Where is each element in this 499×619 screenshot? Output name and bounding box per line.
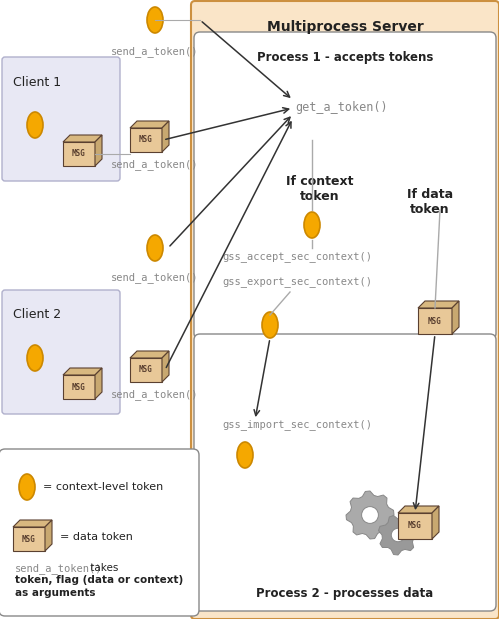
Polygon shape — [398, 506, 439, 513]
Text: Multiprocess Server: Multiprocess Server — [266, 20, 423, 34]
Polygon shape — [162, 351, 169, 382]
Polygon shape — [130, 121, 169, 128]
Ellipse shape — [262, 312, 278, 338]
Text: gss_export_sec_context(): gss_export_sec_context() — [222, 277, 372, 287]
Ellipse shape — [304, 212, 320, 238]
Text: Process 2 - processes data: Process 2 - processes data — [256, 586, 434, 599]
Polygon shape — [63, 135, 102, 142]
FancyBboxPatch shape — [13, 527, 45, 551]
Ellipse shape — [237, 442, 253, 468]
FancyBboxPatch shape — [191, 1, 499, 619]
Polygon shape — [13, 520, 52, 527]
Polygon shape — [452, 301, 459, 334]
FancyBboxPatch shape — [398, 513, 432, 539]
Text: = data token: = data token — [60, 532, 133, 542]
Ellipse shape — [19, 474, 35, 500]
FancyBboxPatch shape — [194, 32, 496, 339]
Text: MSG: MSG — [72, 150, 86, 158]
Ellipse shape — [147, 7, 163, 33]
Text: MSG: MSG — [72, 383, 86, 391]
Text: send_a_token(): send_a_token() — [15, 563, 102, 574]
Ellipse shape — [147, 235, 163, 261]
FancyBboxPatch shape — [418, 308, 452, 334]
Text: MSG: MSG — [139, 136, 153, 144]
Text: send_a_token(): send_a_token() — [111, 46, 199, 58]
Polygon shape — [162, 121, 169, 152]
FancyBboxPatch shape — [130, 128, 162, 152]
Text: Client 1: Client 1 — [13, 76, 61, 89]
Circle shape — [391, 528, 405, 542]
Text: send_a_token(): send_a_token() — [111, 160, 199, 170]
Text: token, flag (data or context): token, flag (data or context) — [15, 575, 183, 585]
FancyBboxPatch shape — [0, 449, 199, 616]
Text: gss_accept_sec_context(): gss_accept_sec_context() — [222, 251, 372, 262]
Circle shape — [362, 506, 378, 524]
FancyBboxPatch shape — [63, 142, 95, 166]
Text: gss_import_sec_context(): gss_import_sec_context() — [222, 420, 372, 430]
FancyBboxPatch shape — [194, 334, 496, 611]
Polygon shape — [95, 368, 102, 399]
Text: MSG: MSG — [428, 316, 442, 326]
Polygon shape — [130, 351, 169, 358]
Ellipse shape — [27, 345, 43, 371]
Text: Process 1 - accepts tokens: Process 1 - accepts tokens — [257, 51, 433, 64]
Text: send_a_token(): send_a_token() — [111, 389, 199, 400]
Polygon shape — [432, 506, 439, 539]
Polygon shape — [379, 516, 418, 555]
Polygon shape — [95, 135, 102, 166]
FancyBboxPatch shape — [2, 57, 120, 181]
Polygon shape — [418, 301, 459, 308]
FancyBboxPatch shape — [130, 358, 162, 382]
FancyBboxPatch shape — [63, 375, 95, 399]
Polygon shape — [63, 368, 102, 375]
Text: send_a_token(): send_a_token() — [111, 272, 199, 284]
Text: as arguments: as arguments — [15, 588, 95, 598]
Text: MSG: MSG — [408, 521, 422, 530]
Polygon shape — [45, 520, 52, 551]
Text: takes: takes — [87, 563, 118, 573]
Text: MSG: MSG — [22, 534, 36, 543]
Text: = context-level token: = context-level token — [43, 482, 163, 492]
Text: get_a_token(): get_a_token() — [295, 102, 388, 115]
Polygon shape — [346, 491, 394, 539]
Text: MSG: MSG — [139, 365, 153, 374]
Ellipse shape — [27, 112, 43, 138]
Text: If context
token: If context token — [286, 175, 354, 203]
Text: If data
token: If data token — [407, 188, 453, 216]
Text: Client 2: Client 2 — [13, 308, 61, 321]
FancyBboxPatch shape — [2, 290, 120, 414]
